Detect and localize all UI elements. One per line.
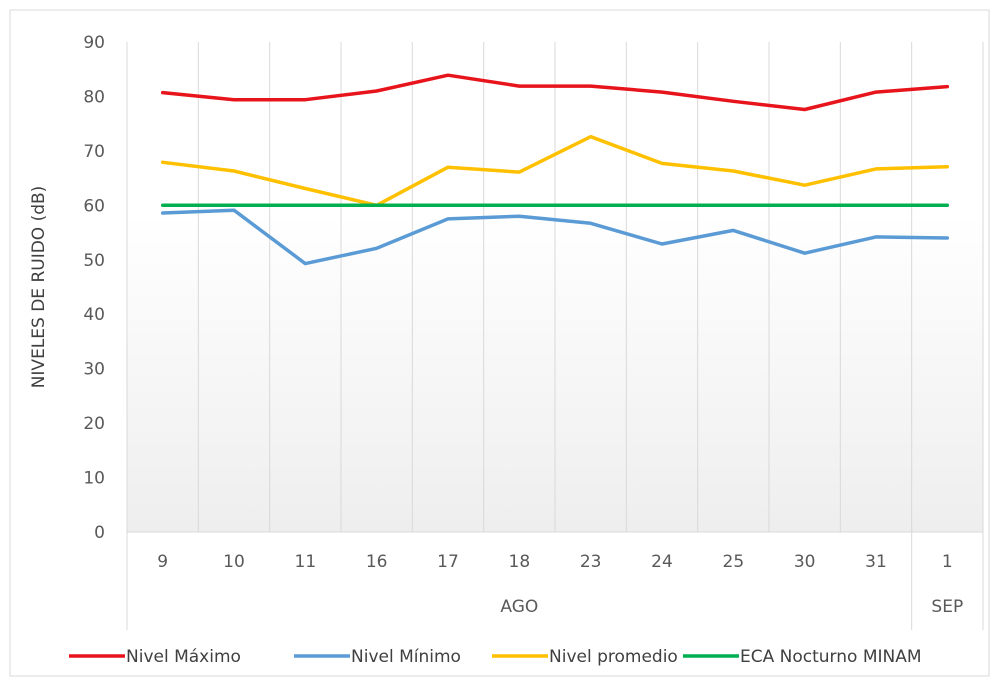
legend-label: Nivel promedio (549, 647, 678, 667)
series-line (160, 208, 950, 266)
x-group-label: AGO (500, 597, 538, 617)
y-tick-label: 20 (83, 414, 105, 434)
x-tick-label: 17 (437, 552, 459, 572)
x-group-label: SEP (931, 597, 963, 617)
x-tick-label: 18 (509, 552, 531, 572)
legend-label: ECA Nocturno MINAM (740, 647, 922, 667)
x-tick-label: 10 (223, 552, 245, 572)
x-tick-label: 9 (157, 552, 168, 572)
y-tick-label: 40 (83, 305, 105, 325)
x-tick-label: 24 (651, 552, 673, 572)
axis-layer: 0 10 20 30 40 50 60 70 80 90 9 10 11 16 17 18 23 24 25 30 31… (83, 33, 984, 630)
grid-layer (126, 42, 984, 532)
y-axis-label: NIVELES DE RUIDO (dB) (29, 186, 49, 389)
x-tick-label: 11 (295, 552, 317, 572)
y-tick-label: 0 (94, 523, 105, 543)
y-tick-label: 90 (83, 33, 105, 53)
legend: Nivel Máximo Nivel Mínimo Nivel promedio EC… (69, 647, 922, 667)
x-tick-label: 31 (865, 552, 887, 572)
series-line (160, 134, 950, 208)
y-tick-label: 60 (83, 196, 105, 216)
y-tick-label: 70 (83, 142, 105, 162)
y-tick-label: 50 (83, 251, 105, 271)
x-tick-label: 23 (580, 552, 602, 572)
series-line (160, 73, 950, 112)
series-layer (160, 73, 950, 266)
x-tick-label: 16 (366, 552, 388, 572)
y-tick-label: 30 (83, 360, 105, 380)
y-tick-label: 10 (83, 469, 105, 489)
x-tick-label: 30 (794, 552, 816, 572)
legend-label: Nivel Máximo (126, 647, 241, 667)
y-tick-label: 80 (83, 87, 105, 107)
x-tick-label: 1 (942, 552, 953, 572)
legend-label: Nivel Mínimo (351, 647, 461, 667)
x-tick-label: 25 (723, 552, 745, 572)
